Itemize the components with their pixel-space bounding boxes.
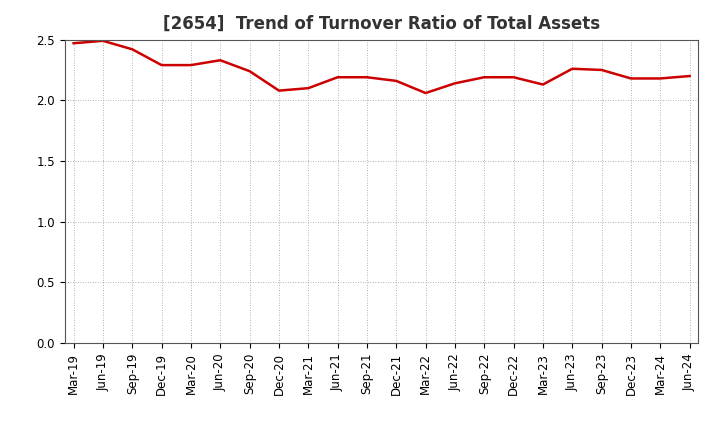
Title: [2654]  Trend of Turnover Ratio of Total Assets: [2654] Trend of Turnover Ratio of Total … [163,15,600,33]
